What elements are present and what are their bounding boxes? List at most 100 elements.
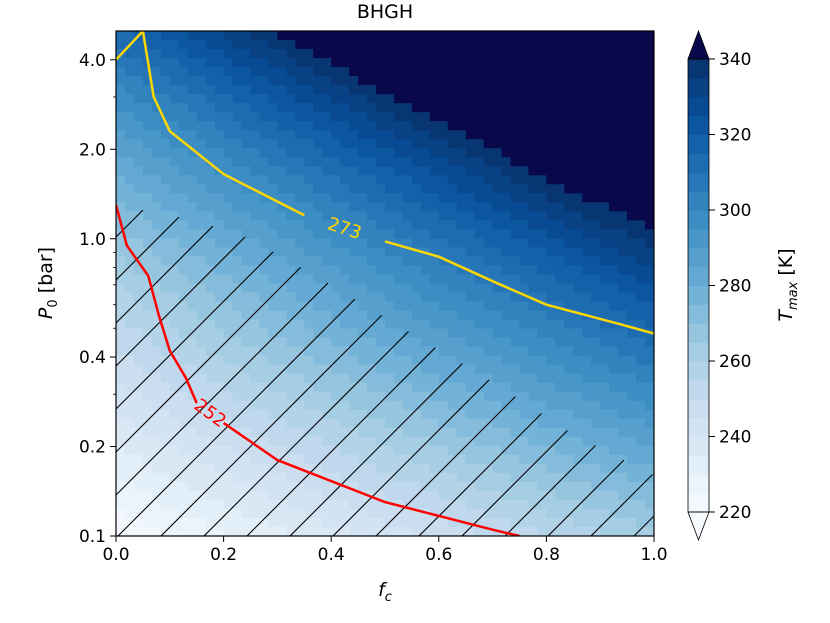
field-cell [349, 211, 359, 221]
field-cell [636, 166, 646, 176]
field-cell [304, 148, 314, 158]
field-cell [456, 67, 467, 77]
field-cell [501, 148, 512, 158]
field-cell [322, 328, 332, 339]
field-cell [636, 373, 646, 384]
field-cell [429, 436, 440, 447]
field-cell [411, 247, 422, 258]
field-cell [501, 463, 512, 474]
field-cell [627, 463, 637, 474]
field-cell [393, 31, 404, 41]
field-cell [295, 265, 305, 276]
field-cell [223, 445, 234, 456]
field-cell [277, 364, 287, 375]
field-cell [411, 220, 422, 230]
field-cell [331, 319, 341, 330]
field-cell [196, 409, 207, 420]
field-cell [358, 490, 368, 501]
field-cell [214, 373, 225, 384]
field-cell [420, 355, 431, 366]
field-cell [187, 400, 198, 411]
field-cell [447, 283, 458, 294]
field-cell [537, 445, 547, 456]
field-cell [385, 454, 395, 465]
field-cell [429, 463, 440, 474]
field-cell [582, 31, 592, 41]
field-cell [349, 265, 359, 276]
field-cell [322, 472, 332, 483]
field-cell [546, 103, 556, 113]
field-cell [277, 202, 287, 212]
field-cell [160, 148, 171, 158]
field-cell [187, 229, 198, 240]
field-cell [573, 427, 583, 438]
field-cell [591, 346, 601, 357]
field-cell [402, 94, 413, 104]
field-cell [528, 76, 539, 86]
field-cell [277, 112, 287, 122]
field-cell [582, 346, 592, 357]
field-cell [483, 76, 494, 86]
field-cell [313, 274, 323, 285]
field-cell [169, 328, 180, 339]
field-cell [555, 364, 565, 375]
field-cell [492, 58, 503, 68]
field-cell [573, 445, 583, 456]
field-cell [286, 49, 296, 59]
field-cell [429, 490, 440, 501]
field-cell [582, 436, 592, 447]
field-cell [402, 391, 413, 402]
field-cell [465, 355, 476, 366]
field-cell [645, 238, 654, 249]
field-cell [277, 148, 287, 158]
field-cell [519, 121, 530, 131]
field-cell [286, 346, 296, 357]
field-cell [537, 319, 547, 330]
field-cell [295, 112, 305, 122]
field-cell [456, 166, 467, 176]
field-cell [196, 85, 207, 95]
colorbar-segment [688, 266, 709, 287]
field-cell [555, 499, 565, 510]
field-cell [331, 454, 341, 465]
field-cell [286, 409, 296, 420]
field-cell [259, 121, 270, 131]
field-cell [142, 508, 153, 519]
field-cell [133, 301, 144, 312]
field-cell [465, 139, 476, 149]
field-cell [313, 76, 323, 86]
field-cell [232, 364, 243, 375]
field-cell [618, 328, 628, 339]
colorbar-tick-label: 240 [719, 428, 751, 448]
field-cell [313, 202, 323, 212]
field-cell [349, 256, 359, 267]
field-cell [277, 310, 287, 321]
field-cell [393, 211, 404, 221]
field-cell [169, 418, 180, 429]
field-cell [142, 319, 153, 330]
field-cell [340, 94, 350, 104]
field-cell [187, 328, 198, 339]
field-cell [519, 283, 530, 294]
field-cell [160, 40, 171, 50]
colorbar-segment [688, 96, 709, 117]
field-cell [465, 400, 476, 411]
field-cell [142, 175, 153, 185]
field-cell [313, 175, 323, 185]
field-cell [546, 175, 556, 185]
field-cell [268, 175, 278, 185]
field-cell [582, 490, 592, 501]
field-cell [429, 346, 440, 357]
field-cell [116, 193, 126, 203]
field-cell [564, 301, 574, 312]
field-cell [250, 490, 261, 501]
field-cell [322, 355, 332, 366]
field-cell [376, 94, 386, 104]
field-cell [116, 85, 126, 95]
colorbar-tick-label: 280 [719, 277, 751, 297]
field-cell [474, 148, 485, 158]
field-cell [331, 337, 341, 348]
field-cell [187, 436, 198, 447]
field-cell [322, 166, 332, 176]
field-cell [402, 40, 413, 50]
